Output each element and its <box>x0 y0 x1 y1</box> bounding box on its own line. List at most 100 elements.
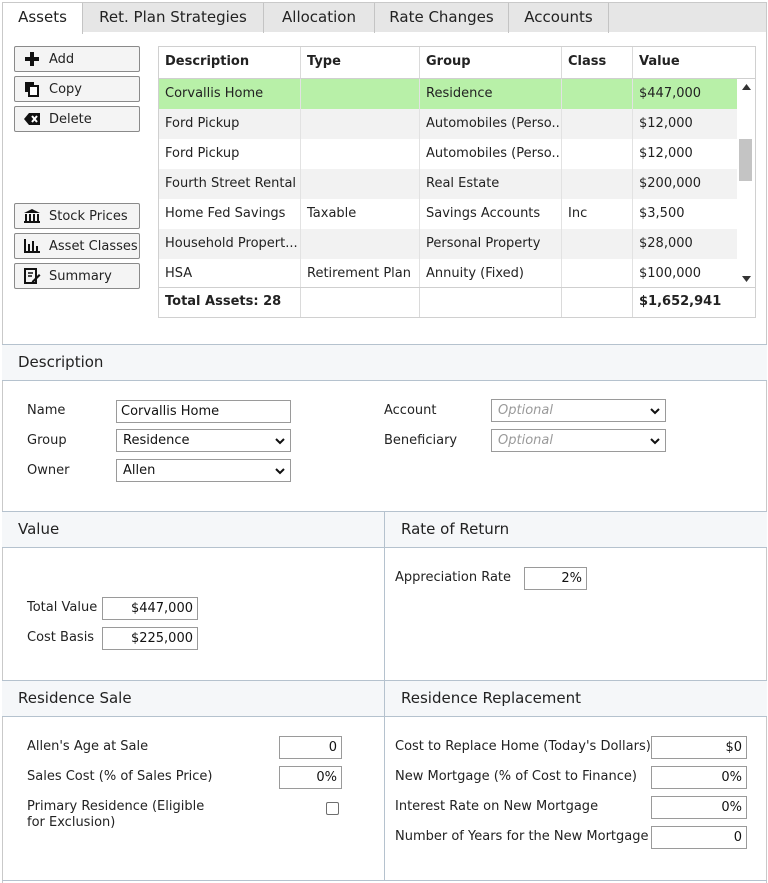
cell-type <box>301 169 420 199</box>
value-section-header: Value <box>2 511 385 548</box>
backspace-icon <box>24 113 40 125</box>
group-label: Group <box>27 433 67 448</box>
footer-empty-class <box>562 288 633 317</box>
beneficiary-select-placeholder: Optional <box>498 433 553 448</box>
chevron-down-icon <box>275 438 285 445</box>
tab-allocation[interactable]: Allocation <box>264 3 375 33</box>
cell-description: Fourth Street Rental <box>159 169 301 199</box>
col-header-class[interactable]: Class <box>562 47 633 79</box>
cell-class <box>562 79 633 109</box>
asset-classes-button[interactable]: Asset Classes <box>14 233 140 259</box>
primary-residence-label-line1: Primary Residence (Eligible <box>27 799 205 814</box>
cell-type <box>301 229 420 259</box>
residence-replacement-section-header: Residence Replacement <box>385 680 767 717</box>
beneficiary-label: Beneficiary <box>384 433 458 448</box>
total-value-label: Total Value <box>27 600 98 615</box>
appreciation-rate-input[interactable] <box>524 567 587 590</box>
owner-select-value: Allen <box>123 463 156 478</box>
bank-icon <box>24 209 40 223</box>
table-row[interactable]: HSA Retirement Plan Annuity (Fixed) $100,00… <box>159 259 737 289</box>
description-section-header: Description <box>2 344 767 381</box>
col-header-group[interactable]: Group <box>420 47 562 79</box>
cell-class: Inc <box>562 199 633 229</box>
footer-empty-type <box>301 288 420 317</box>
edit-document-icon <box>24 268 41 284</box>
group-select[interactable]: Residence <box>116 429 291 452</box>
replace-cost-label: Cost to Replace Home (Today's Dollars) <box>395 739 651 754</box>
col-header-type[interactable]: Type <box>301 47 420 79</box>
copy-icon <box>25 82 39 97</box>
copy-button[interactable]: Copy <box>14 76 140 102</box>
rate-of-return-section-header: Rate of Return <box>385 511 767 548</box>
cell-class <box>562 109 633 139</box>
plus-icon <box>25 52 39 66</box>
cost-basis-label: Cost Basis <box>27 630 95 645</box>
cell-description: Ford Pickup <box>159 109 301 139</box>
primary-residence-checkbox[interactable] <box>326 802 339 815</box>
panel-frame <box>2 31 767 883</box>
age-at-sale-input[interactable] <box>279 736 342 759</box>
new-mortgage-label: New Mortgage (% of Cost to Finance) <box>395 769 637 784</box>
tab-ret-plan-strategies[interactable]: Ret. Plan Strategies <box>83 3 264 33</box>
new-mortgage-input[interactable] <box>651 766 747 789</box>
cell-type <box>301 109 420 139</box>
scroll-down-icon[interactable] <box>742 276 751 282</box>
table-row[interactable]: Fourth Street Rental Real Estate $200,000 <box>159 169 737 199</box>
cell-value: $28,000 <box>639 236 693 251</box>
cell-description: Household Propert... <box>159 229 301 259</box>
cell-group: Automobiles (Perso... <box>420 109 562 139</box>
cell-value: $200,000 <box>639 176 702 191</box>
tab-accounts[interactable]: Accounts <box>509 3 609 33</box>
cell-type: Retirement Plan <box>301 259 420 289</box>
cost-basis-input[interactable] <box>102 627 198 650</box>
cell-description: HSA <box>159 259 301 289</box>
tab-rate-changes[interactable]: Rate Changes <box>375 3 509 33</box>
cell-value: $12,000 <box>639 146 693 161</box>
table-scrollbar[interactable] <box>737 79 755 287</box>
summary-button[interactable]: Summary <box>14 263 140 289</box>
scroll-thumb[interactable] <box>739 139 752 181</box>
tab-assets[interactable]: Assets <box>3 3 83 34</box>
table-row[interactable]: Corvallis Home Residence $447,000 <box>159 79 737 109</box>
column-divider-lower <box>384 680 385 881</box>
col-header-description[interactable]: Description <box>159 47 301 79</box>
chevron-down-icon <box>275 468 285 475</box>
footer-empty-group <box>420 288 562 317</box>
owner-label: Owner <box>27 463 70 478</box>
name-label: Name <box>27 403 66 418</box>
table-footer: Total Assets: 28 $1,652,941 <box>159 287 755 317</box>
col-header-value[interactable]: Value <box>633 47 755 79</box>
bottom-border <box>2 880 767 881</box>
beneficiary-select[interactable]: Optional <box>491 429 666 452</box>
account-select[interactable]: Optional <box>491 399 666 422</box>
table-row[interactable]: Home Fed Savings Taxable Savings Accounts I… <box>159 199 737 229</box>
sales-cost-input[interactable] <box>279 766 342 789</box>
add-button[interactable]: Add <box>14 46 140 72</box>
owner-select[interactable]: Allen <box>116 459 291 482</box>
cell-type <box>301 79 420 109</box>
scroll-up-icon[interactable] <box>742 84 751 90</box>
table-row[interactable]: Household Propert... Personal Property $28… <box>159 229 737 259</box>
total-value-input[interactable] <box>102 597 198 620</box>
sales-cost-label: Sales Cost (% of Sales Price) <box>27 769 213 784</box>
table-row[interactable]: Ford Pickup Automobiles (Perso... $12,000 <box>159 139 737 169</box>
replace-cost-input[interactable] <box>651 736 747 759</box>
cell-group: Residence <box>420 79 562 109</box>
cell-value: $12,000 <box>639 116 693 131</box>
mortgage-years-input[interactable] <box>651 826 747 849</box>
cell-description: Ford Pickup <box>159 139 301 169</box>
footer-total-value: $1,652,941 <box>639 294 722 309</box>
table-row[interactable]: Ford Pickup Automobiles (Perso... $12,000 <box>159 109 737 139</box>
interest-rate-input[interactable] <box>651 796 747 819</box>
mortgage-years-label: Number of Years for the New Mortgage <box>395 829 649 844</box>
name-input[interactable] <box>116 400 291 423</box>
delete-label: Delete <box>49 112 92 127</box>
cell-class <box>562 169 633 199</box>
stock-prices-label: Stock Prices <box>49 209 128 224</box>
stock-prices-button[interactable]: Stock Prices <box>14 203 140 229</box>
account-label: Account <box>384 403 437 418</box>
age-at-sale-label: Allen's Age at Sale <box>27 739 149 754</box>
copy-label: Copy <box>49 82 82 97</box>
delete-button[interactable]: Delete <box>14 106 140 132</box>
asset-classes-label: Asset Classes <box>49 239 138 254</box>
